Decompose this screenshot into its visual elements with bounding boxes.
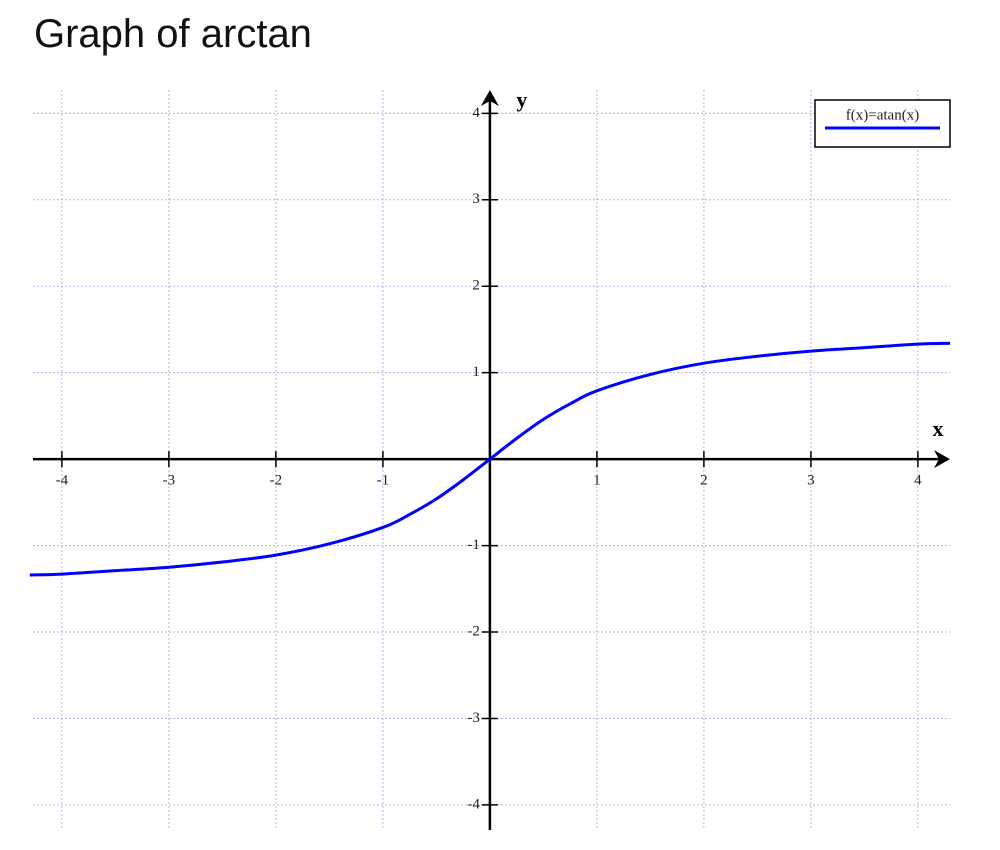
x-tick-label: -3	[163, 473, 176, 489]
x-axis-arrow	[934, 450, 950, 469]
y-tick-label: -1	[467, 537, 480, 553]
x-tick-label: -4	[56, 473, 69, 489]
x-tick-label: -1	[377, 473, 390, 489]
y-tick-label: -4	[467, 796, 480, 812]
x-tick-label: 4	[914, 473, 922, 489]
x-tick-label: 3	[807, 473, 815, 489]
y-tick-label: 2	[472, 278, 480, 294]
y-tick-label: -3	[467, 710, 480, 726]
x-tick-label: 2	[700, 473, 708, 489]
x-tick-label: -2	[270, 473, 283, 489]
y-tick-label: 4	[472, 105, 480, 121]
x-tick-label: 1	[593, 473, 601, 489]
y-tick-label: -2	[467, 623, 480, 639]
chart-title: Graph of arctan	[34, 12, 312, 56]
x-axis-label: x	[933, 416, 944, 441]
data-line	[29, 341, 951, 577]
y-axis-arrow	[480, 90, 499, 106]
legend-label: f(x)=atan(x)	[846, 107, 919, 123]
y-axis-label: y	[516, 87, 527, 112]
y-tick-label: 3	[472, 191, 480, 207]
legend-box	[814, 99, 951, 148]
y-tick-label: 1	[472, 364, 480, 380]
